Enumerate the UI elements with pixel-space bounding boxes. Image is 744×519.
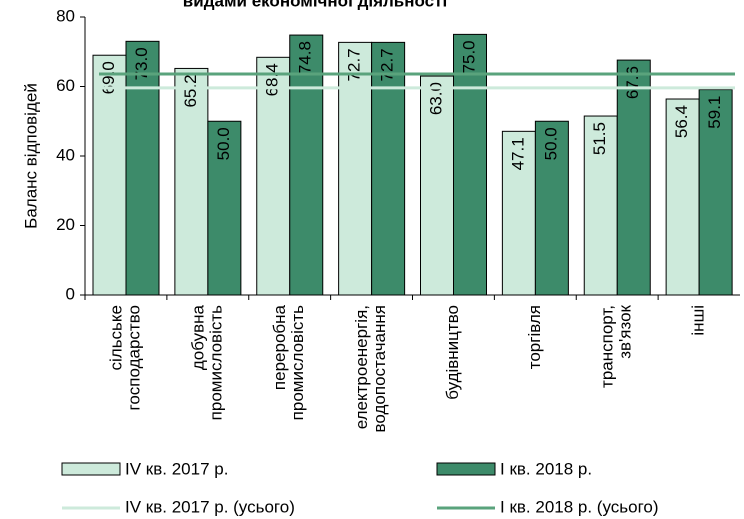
bar xyxy=(616,59,651,296)
legend-label: I кв. 2018 р. xyxy=(500,459,592,478)
legend-label: IV кв. 2017 р. (усього) xyxy=(125,497,295,516)
value-label: 59.1 xyxy=(705,96,724,129)
value-label: 74.8 xyxy=(296,41,315,74)
x-tick-label: промисловість xyxy=(206,305,225,420)
bar xyxy=(371,41,406,296)
value-label: 72.7 xyxy=(345,48,364,81)
x-tick-label: електроенергія, xyxy=(352,305,371,429)
value-label: 56.4 xyxy=(672,105,691,138)
legend-swatch xyxy=(436,462,496,476)
chart-title: видами економічної діяльності xyxy=(183,0,447,10)
value-label: 72.7 xyxy=(378,48,397,81)
value-label: 75.0 xyxy=(459,40,478,73)
x-tick-label: водопостачання xyxy=(370,305,389,432)
y-tick-label: 20 xyxy=(56,215,75,234)
x-tick-label: транспорт, xyxy=(598,305,617,388)
x-tick-label: зв'язок xyxy=(616,304,635,358)
legend-label: IV кв. 2017 р. xyxy=(125,459,228,478)
value-label: 50.0 xyxy=(541,127,560,160)
x-tick-label: добувна xyxy=(188,304,207,370)
legend-label: I кв. 2018 р. (усього) xyxy=(500,497,659,516)
value-label: 63.0 xyxy=(426,82,445,115)
y-tick-label: 60 xyxy=(56,76,75,95)
bar xyxy=(207,120,242,296)
bar xyxy=(125,40,160,296)
value-label: 65.2 xyxy=(181,74,200,107)
bar xyxy=(420,75,454,296)
bar xyxy=(256,56,291,296)
value-label: 51.5 xyxy=(590,122,609,155)
bar xyxy=(534,120,569,296)
value-label: 68.4 xyxy=(263,63,282,96)
y-axis-label: Баланс відповідей xyxy=(21,83,40,229)
y-tick-label: 80 xyxy=(56,6,75,25)
value-label: 73.0 xyxy=(132,47,151,80)
x-tick-label: переробна xyxy=(270,304,289,390)
value-label: 50.0 xyxy=(214,127,233,160)
bar xyxy=(338,41,373,296)
x-tick-label: інші xyxy=(689,305,708,336)
x-tick-label: сільське xyxy=(106,305,125,371)
bar xyxy=(453,33,487,296)
y-tick-label: 0 xyxy=(66,284,75,303)
value-label: 67.6 xyxy=(623,66,642,99)
value-label: 47.1 xyxy=(508,137,527,170)
y-tick-label: 40 xyxy=(56,145,75,164)
x-tick-label: промисловість xyxy=(288,305,307,420)
x-tick-label: будівництво xyxy=(443,305,462,400)
bar xyxy=(289,34,324,296)
legend-swatch xyxy=(61,462,121,476)
x-tick-label: торгівля xyxy=(525,305,544,369)
value-label: 69.0 xyxy=(99,61,118,94)
x-tick-label: господарство xyxy=(124,305,143,410)
bar xyxy=(92,54,127,296)
bar xyxy=(698,89,733,296)
